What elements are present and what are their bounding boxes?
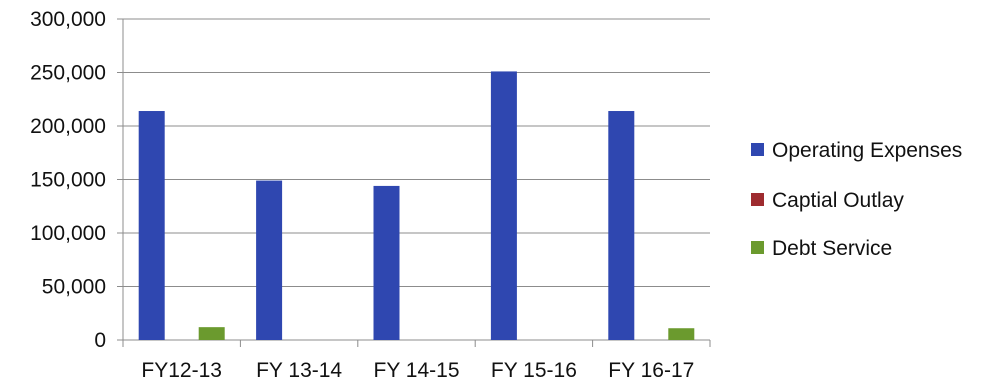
legend-swatch-captial-outlay — [751, 193, 764, 206]
bar-operating-expenses-fy-13-14 — [256, 180, 283, 340]
bar-operating-expenses-fy-16-17 — [608, 111, 635, 341]
y-tick-label: 50,000 — [42, 276, 106, 299]
x-tick-label-fy-13-14: FY 13-14 — [256, 359, 342, 382]
y-tick-label: 200,000 — [30, 115, 106, 138]
x-tick-label-fy-14-15: FY 14-15 — [374, 359, 460, 382]
legend-label-debt-service: Debt Service — [772, 237, 892, 260]
y-tick-label: 100,000 — [30, 222, 106, 245]
legend-label-captial-outlay: Captial Outlay — [772, 189, 904, 212]
bars — [138, 71, 695, 341]
x-tick-label-fy-15-16: FY 15-16 — [491, 359, 577, 382]
x-tick-label-fy-16-17: FY 16-17 — [608, 359, 694, 382]
legend: Operating Expenses Captial Outlay Debt Ser… — [751, 139, 962, 260]
bar-debt-service-fy12-13 — [198, 327, 225, 340]
legend-label-operating-expenses: Operating Expenses — [772, 139, 962, 162]
x-tick-label-fy12-13: FY12-13 — [141, 359, 222, 382]
y-tick-label: 0 — [94, 329, 106, 352]
y-tick-label: 150,000 — [30, 169, 106, 192]
bar-operating-expenses-fy12-13 — [138, 111, 165, 341]
bar-debt-service-fy-16-17 — [668, 328, 695, 340]
y-tick-label: 300,000 — [30, 8, 106, 31]
y-tick-label: 250,000 — [30, 62, 106, 85]
x-axis: FY12-13 FY 13-14 FY 14-15 FY 15-16 FY 16-17 — [122, 339, 711, 382]
legend-swatch-operating-expenses — [751, 143, 764, 156]
bar-operating-expenses-fy-14-15 — [373, 185, 400, 340]
legend-swatch-debt-service — [751, 241, 764, 254]
y-axis: 0 50,000 100,000 150,000 200,000 250,000 300,0… — [30, 8, 124, 352]
bar-operating-expenses-fy-15-16 — [490, 71, 517, 341]
